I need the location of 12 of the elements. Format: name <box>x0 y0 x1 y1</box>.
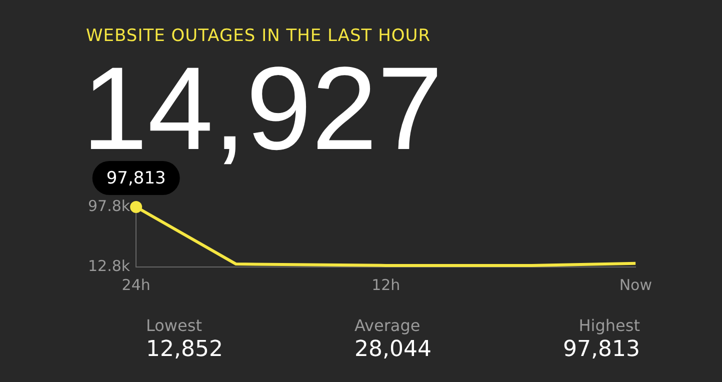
text: Average <box>354 316 422 335</box>
y-tick-label: 97.8k <box>88 196 130 215</box>
text: 12,852 <box>146 337 223 362</box>
text: Lowest <box>146 316 203 335</box>
chart-title: WEBSITE OUTAGES IN THE LAST HOUR <box>86 26 431 46</box>
x-tick-label: 24h <box>122 276 150 294</box>
y-tick-label: 12.8k <box>88 256 130 275</box>
text: 28,044 <box>354 337 432 362</box>
text: 97,813 <box>563 337 640 362</box>
text: Highest <box>578 316 640 335</box>
x-tick-label: 12h <box>372 276 400 294</box>
x-tick-label: Now <box>619 276 652 294</box>
